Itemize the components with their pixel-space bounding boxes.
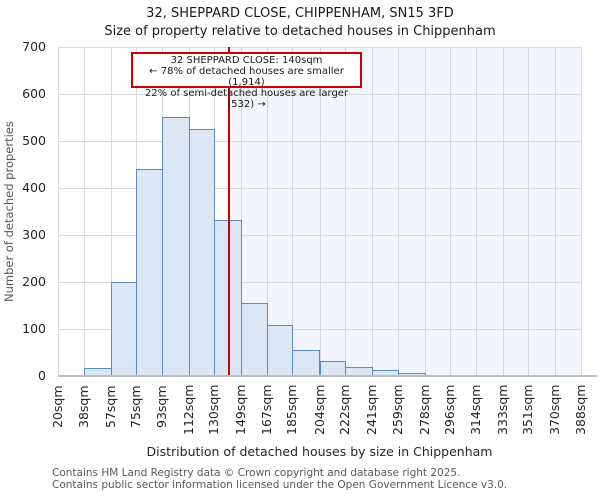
x-tick-label-130sqm: 130sqm [206, 385, 222, 436]
x-axis-spine [58, 375, 597, 377]
annotation-line-2: ← 78% of detached houses are smaller (1,… [149, 66, 344, 88]
y-tick-label-600: 600 [22, 86, 46, 101]
y-tick-label-700: 700 [22, 39, 46, 54]
x-tick-label-388sqm: 388sqm [573, 385, 588, 436]
histogram-bar-204sqm [319, 361, 347, 376]
chart-title: 32, SHEPPARD CLOSE, CHIPPENHAM, SN15 3FD [146, 6, 454, 21]
x-tick-label-296sqm: 296sqm [442, 385, 458, 436]
v-gridline-38 [83, 47, 85, 376]
v-gridline-278 [424, 47, 426, 376]
y-tick-label-200: 200 [22, 274, 46, 289]
x-tick-label-222sqm: 222sqm [337, 385, 353, 436]
footer-line-1: Contains HM Land Registry data © Crown c… [52, 467, 461, 479]
x-tick-label-167sqm: 167sqm [258, 385, 274, 436]
v-gridline-185 [292, 47, 294, 376]
x-tick-label-314sqm: 314sqm [467, 385, 483, 436]
x-axis-title: Distribution of detached houses by size … [146, 444, 493, 459]
x-tick-label-38sqm: 38sqm [75, 385, 91, 428]
x-tick-label-75sqm: 75sqm [128, 385, 144, 428]
v-gridline-20 [58, 47, 59, 376]
v-gridline-149 [241, 47, 243, 376]
annotation-line-3: 22% of semi-detached houses are larger (… [144, 88, 349, 110]
x-tick-label-204sqm: 204sqm [311, 385, 327, 436]
plot-area [58, 47, 582, 377]
v-gridline-167 [266, 47, 268, 376]
histogram-bar-57sqm [110, 282, 138, 376]
histogram-bar-259sqm [397, 373, 426, 376]
footer-line-2: Contains public sector information licen… [52, 478, 508, 491]
v-gridline-296 [450, 47, 452, 376]
y-tick-label-100: 100 [22, 321, 46, 336]
marker-annotation-box: 32 SHEPPARD CLOSE: 140sqm ← 78% of detac… [131, 52, 362, 110]
histogram-bar-75sqm [136, 169, 163, 376]
x-tick-label-370sqm: 370sqm [547, 385, 563, 436]
y-tick-label-300: 300 [22, 227, 46, 242]
v-gridline-314 [475, 47, 477, 376]
x-tick-label-57sqm: 57sqm [102, 385, 118, 428]
y-tick-label-400: 400 [22, 180, 46, 195]
x-tick-label-93sqm: 93sqm [153, 385, 169, 428]
x-tick-label-241sqm: 241sqm [364, 385, 380, 436]
v-gridline-204 [319, 47, 321, 376]
histogram-bar-93sqm [161, 117, 190, 376]
annotation-line-1: 32 SHEPPARD CLOSE: 140sqm [170, 55, 323, 66]
chart-subtitle: Size of property relative to detached ho… [104, 24, 496, 39]
license-footer: Contains HM Land Registry data © Crown c… [52, 467, 508, 491]
larger-region-shade [228, 47, 581, 376]
x-tick-label-333sqm: 333sqm [494, 385, 510, 436]
x-tick-label-351sqm: 351sqm [520, 385, 536, 436]
v-gridline-388 [581, 47, 582, 376]
y-axis-title: Number of detached properties [2, 121, 16, 302]
v-gridline-351 [528, 47, 530, 376]
histogram-bar-167sqm [266, 325, 294, 376]
y-tick-label-0: 0 [38, 368, 46, 383]
histogram-bar-185sqm [292, 350, 321, 376]
x-tick-label-20sqm: 20sqm [50, 385, 65, 428]
x-tick-label-185sqm: 185sqm [284, 385, 300, 436]
marker-line [227, 47, 230, 376]
histogram-bar-149sqm [241, 303, 268, 376]
v-gridline-370 [555, 47, 557, 376]
v-gridline-333 [502, 47, 504, 376]
v-gridline-241 [372, 47, 374, 376]
histogram-bar-112sqm [188, 129, 216, 376]
x-tick-label-278sqm: 278sqm [416, 385, 432, 436]
x-tick-label-149sqm: 149sqm [233, 385, 249, 436]
v-gridline-222 [345, 47, 347, 376]
v-gridline-259 [397, 47, 399, 376]
y-tick-label-500: 500 [22, 133, 46, 148]
x-tick-label-259sqm: 259sqm [389, 385, 405, 436]
v-gridline-57 [110, 47, 112, 376]
x-tick-label-112sqm: 112sqm [180, 385, 196, 436]
